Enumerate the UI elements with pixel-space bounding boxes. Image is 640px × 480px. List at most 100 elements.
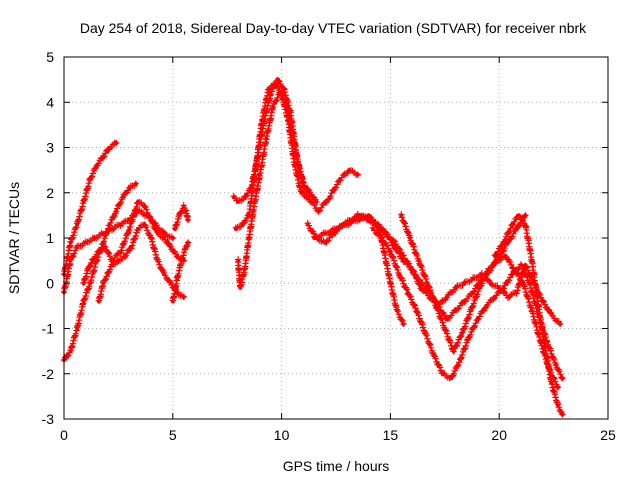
data-point	[523, 213, 528, 218]
data-point	[466, 335, 471, 340]
data-point	[394, 308, 399, 313]
data-point	[323, 231, 328, 236]
x-tick-label: 25	[600, 427, 616, 443]
data-point	[434, 303, 439, 308]
data-point	[334, 226, 339, 231]
data-point	[127, 226, 132, 231]
data-point	[135, 199, 140, 204]
data-point	[458, 358, 463, 363]
series-markers	[354, 211, 529, 322]
data-point	[68, 349, 73, 354]
data-point	[338, 177, 343, 182]
data-point	[449, 376, 454, 381]
data-point	[451, 349, 456, 354]
data-point	[96, 249, 101, 254]
data-point	[85, 267, 90, 272]
data-point	[101, 231, 106, 236]
data-point	[492, 294, 497, 299]
data-point	[283, 100, 288, 105]
data-point	[133, 181, 138, 186]
data-point	[370, 226, 375, 231]
data-point	[440, 371, 445, 376]
data-point	[75, 245, 80, 250]
data-point	[116, 258, 121, 263]
data-point	[168, 281, 173, 286]
data-point	[120, 195, 125, 200]
y-tick-label: 3	[46, 140, 54, 156]
data-point	[183, 208, 188, 213]
data-point	[492, 254, 497, 259]
x-tick-label: 5	[169, 427, 177, 443]
data-point	[81, 199, 86, 204]
data-point	[186, 240, 191, 245]
data-point	[88, 281, 93, 286]
data-point	[475, 317, 480, 322]
data-point	[407, 236, 412, 241]
y-axis-label: SDTVAR / TECUs	[6, 182, 22, 294]
data-point	[344, 222, 349, 227]
data-point	[236, 258, 241, 263]
data-point	[127, 186, 132, 191]
data-point	[540, 299, 545, 304]
data-point	[81, 299, 86, 304]
data-point	[101, 281, 106, 286]
data-point	[518, 263, 523, 268]
data-point	[277, 91, 282, 96]
data-point	[397, 272, 402, 277]
plot-frame	[63, 56, 609, 420]
data-point	[462, 281, 467, 286]
series-markers	[171, 202, 192, 232]
data-point	[444, 317, 449, 322]
data-point	[327, 195, 332, 200]
data-point	[471, 276, 476, 281]
data-point	[233, 226, 238, 231]
data-point	[423, 331, 428, 336]
data-point	[401, 258, 406, 263]
data-point	[251, 208, 256, 213]
data-point	[299, 190, 304, 195]
data-point	[88, 177, 93, 182]
data-point	[505, 294, 510, 299]
data-point	[103, 245, 108, 250]
y-tick-label: 0	[46, 275, 54, 291]
data-point	[560, 412, 565, 417]
data-point	[109, 226, 114, 231]
data-point	[149, 217, 154, 222]
data-point	[92, 236, 97, 241]
data-point	[388, 249, 393, 254]
series-track-15	[398, 211, 562, 391]
y-tick-label: -1	[42, 321, 55, 337]
data-point	[521, 281, 526, 286]
data-point	[410, 267, 415, 272]
data-point	[168, 245, 173, 250]
data-point	[181, 204, 186, 209]
series-track-7	[169, 239, 192, 304]
data-point	[107, 145, 112, 150]
data-point	[405, 290, 410, 295]
data-point	[114, 208, 119, 213]
data-point	[488, 281, 493, 286]
series-track-4	[80, 199, 187, 286]
data-point	[355, 172, 360, 177]
series-track-5	[95, 221, 187, 304]
data-point	[162, 236, 167, 241]
data-point	[527, 281, 532, 286]
series-markers	[60, 180, 140, 364]
data-point	[355, 213, 360, 218]
data-point	[281, 86, 286, 91]
data-point	[392, 245, 397, 250]
data-point	[553, 362, 558, 367]
data-point	[183, 245, 188, 250]
data-point	[312, 236, 317, 241]
data-point	[536, 303, 541, 308]
y-tick-label: -3	[42, 411, 55, 427]
data-point	[484, 303, 489, 308]
grid	[64, 57, 608, 419]
data-point	[260, 118, 265, 123]
data-point	[266, 86, 271, 91]
data-point	[510, 272, 515, 277]
data-point	[68, 258, 73, 263]
data-point	[453, 285, 458, 290]
data-point	[549, 380, 554, 385]
